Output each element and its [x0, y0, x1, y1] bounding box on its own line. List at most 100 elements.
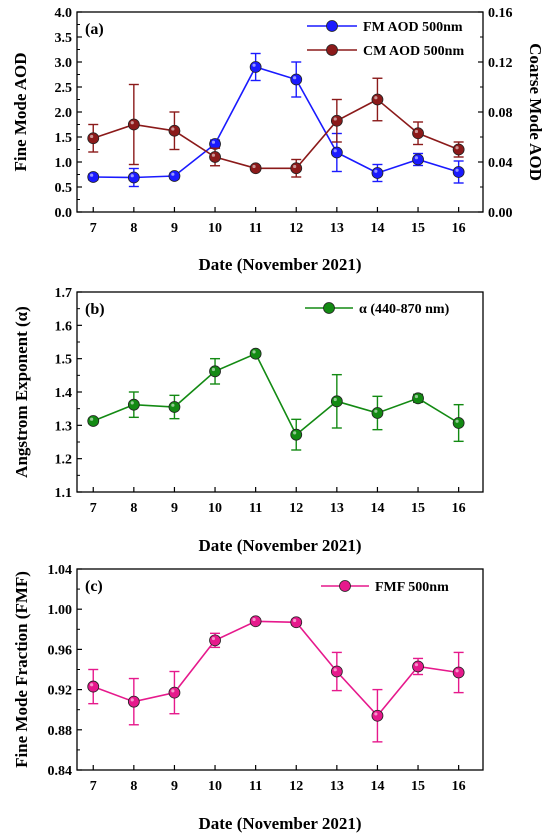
data-point: [127, 118, 140, 131]
data-point: [412, 127, 424, 140]
x-tick-label: 8: [130, 221, 137, 236]
data-point: [249, 162, 262, 175]
series-1: FM AOD 500nm: [87, 20, 465, 188]
data-point-highlight: [130, 401, 134, 405]
x-axis-label: Date (November 2021): [198, 536, 361, 555]
chart-panel-2: 1.1 1.2 1.3 1.4 1.5 1.6 1.7 7 8 9 10 11 12 13 14 15 16 Da…: [12, 286, 484, 555]
y-tick-label: 1.00: [48, 603, 73, 618]
data-point-highlight: [252, 617, 256, 622]
data-point: [127, 171, 140, 184]
data-point-highlight: [455, 419, 459, 423]
data-point: [371, 407, 384, 419]
data-point: [209, 365, 221, 378]
data-point-highlight: [171, 403, 175, 407]
data-point: [452, 166, 465, 178]
data-point-highlight: [414, 156, 419, 160]
data-point: [249, 615, 262, 628]
legend-marker: [323, 302, 335, 314]
data-point-highlight: [252, 350, 256, 354]
data-point: [127, 398, 140, 411]
data-point: [452, 417, 465, 429]
data-point-highlight: [293, 618, 297, 623]
x-tick-label: 14: [370, 221, 384, 236]
data-point: [249, 347, 262, 360]
x-tick-label: 16: [452, 221, 466, 236]
data-point: [412, 153, 424, 166]
y-tick-label: 1.7: [55, 286, 73, 301]
data-point-highlight: [130, 121, 134, 125]
data-point-highlight: [211, 636, 216, 641]
data-point-highlight: [211, 140, 216, 144]
y-tick-label: 1.4: [55, 386, 73, 401]
data-point-highlight: [414, 394, 419, 399]
series-line: [93, 66, 459, 179]
x-tick-label: 10: [208, 221, 222, 236]
x-tick-label: 13: [330, 221, 344, 236]
data-point-highlight: [455, 669, 459, 673]
data-point-highlight: [90, 417, 94, 421]
data-point: [290, 73, 303, 86]
legend-marker: [326, 20, 338, 32]
y-tick-label: 1.1: [55, 486, 73, 501]
data-point-highlight: [374, 409, 378, 413]
data-point: [412, 660, 424, 673]
x-tick-label: 12: [289, 221, 303, 236]
y-right-tick-label: 0.12: [488, 56, 513, 71]
x-tick-label: 14: [370, 779, 384, 794]
data-point: [290, 428, 303, 441]
y-tick-label: 1.6: [55, 319, 73, 334]
data-point: [452, 666, 465, 679]
data-point: [209, 151, 221, 163]
data-point: [127, 695, 140, 708]
y-tick-label: 0.84: [48, 764, 73, 779]
y-tick-label: 1.04: [48, 563, 73, 578]
data-point: [209, 634, 221, 647]
data-point-highlight: [414, 663, 419, 667]
legend-label: FMF 500nm: [375, 580, 449, 595]
data-point-highlight: [293, 164, 297, 169]
data-point: [87, 415, 100, 427]
panel-label: (b): [85, 301, 105, 318]
data-point-highlight: [211, 367, 216, 372]
data-point-highlight: [333, 668, 337, 672]
data-point-highlight: [333, 117, 337, 121]
data-point: [330, 114, 343, 127]
x-tick-label: 16: [452, 501, 466, 516]
data-point-highlight: [293, 76, 297, 80]
data-point: [168, 686, 181, 699]
data-point: [168, 401, 181, 413]
series-2: CM AOD 500nm: [87, 44, 465, 178]
data-point: [330, 395, 343, 408]
x-tick-label: 15: [411, 501, 425, 516]
data-point-highlight: [374, 169, 378, 173]
data-point-highlight: [171, 127, 175, 131]
x-tick-label: 9: [171, 779, 178, 794]
y-tick-label: 0.5: [55, 181, 73, 196]
x-tick-label: 10: [208, 501, 222, 516]
data-point: [290, 616, 303, 629]
data-point: [371, 167, 384, 179]
y-tick-label: 2.0: [55, 106, 73, 121]
series-line: [92, 98, 459, 170]
series-line: [92, 352, 460, 436]
data-point-highlight: [130, 698, 134, 702]
y-tick-label: 0.88: [48, 724, 73, 739]
x-tick-label: 15: [411, 779, 425, 794]
y-axis-label: Angstrom Exponent (α): [12, 306, 31, 478]
data-point: [412, 392, 424, 405]
data-point: [87, 171, 100, 183]
x-tick-label: 15: [411, 221, 425, 236]
y-right-tick-label: 0.16: [488, 6, 513, 21]
data-point: [87, 680, 100, 693]
y-tick-label: 1.0: [55, 156, 73, 171]
data-point-highlight: [90, 683, 94, 687]
data-point: [249, 61, 262, 73]
data-point-highlight: [90, 134, 94, 139]
x-tick-label: 9: [171, 221, 178, 236]
x-tick-label: 11: [249, 221, 262, 236]
series-line: [92, 620, 459, 717]
data-point-highlight: [333, 397, 337, 402]
chart-panel-1: 0.0 0.5 1.0 1.5 2.0 2.5 3.0 3.5 4.0 0.00 0.04 0.08 0…: [11, 6, 545, 274]
y-tick-label: 1.5: [55, 131, 73, 146]
